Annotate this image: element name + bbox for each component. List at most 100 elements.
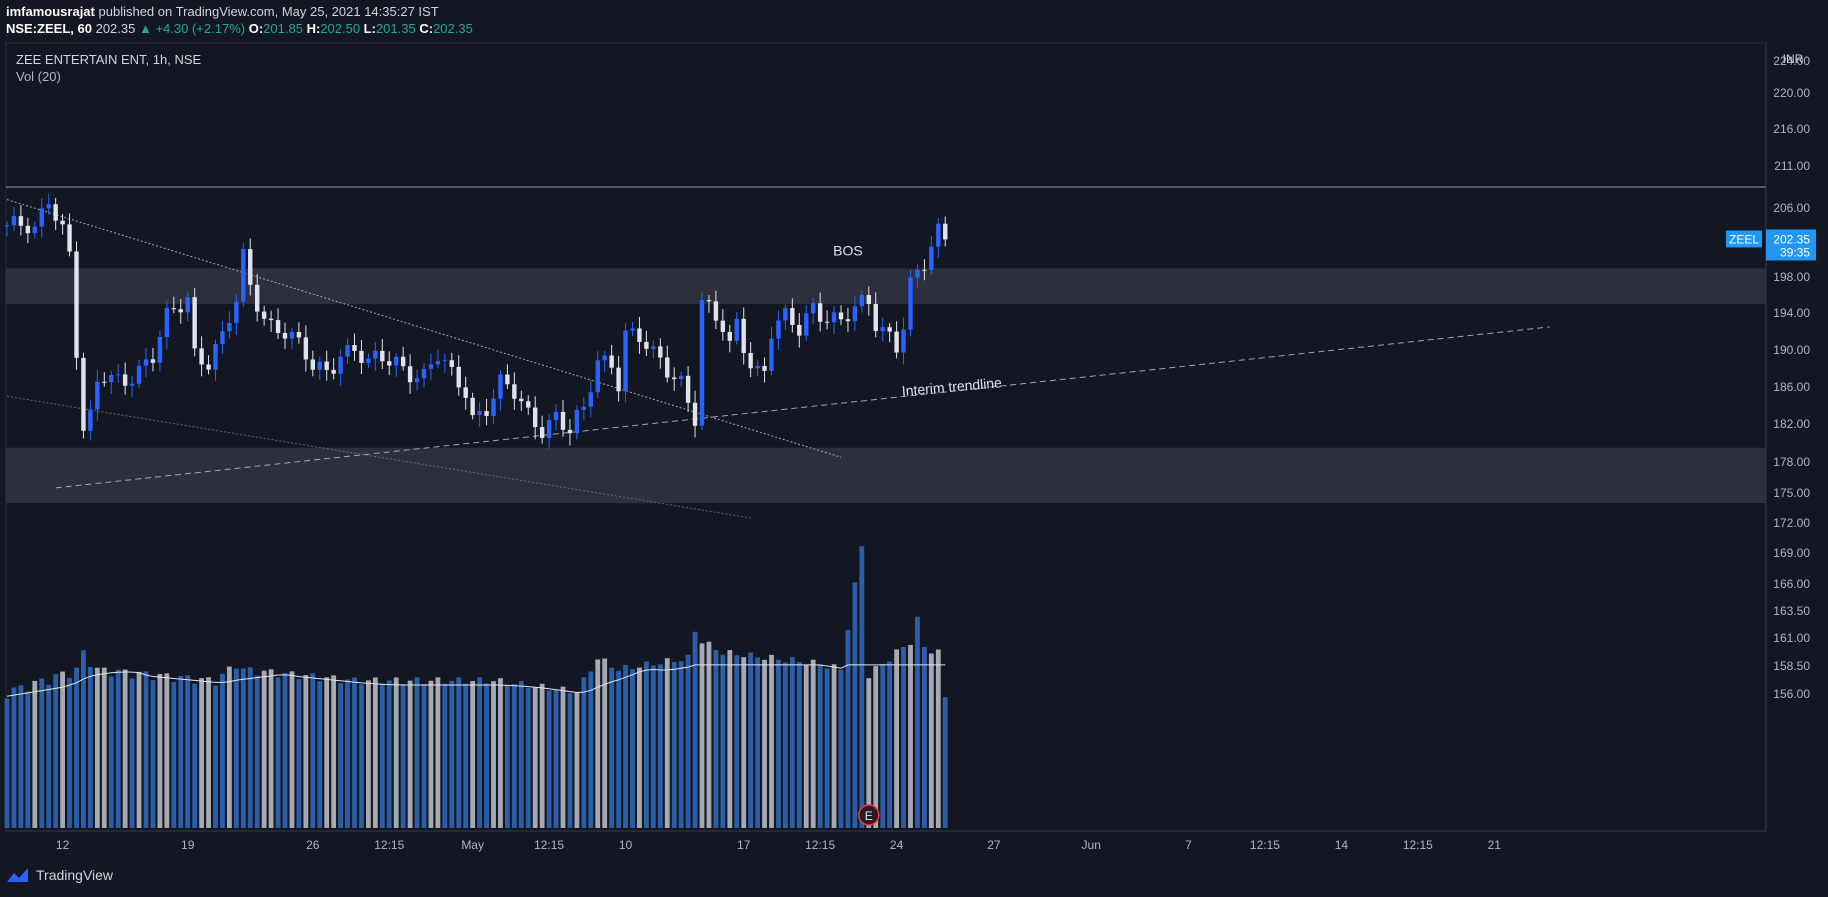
candle — [470, 392, 475, 420]
candle-body — [387, 361, 392, 366]
candle — [414, 369, 420, 391]
volume-bar — [713, 650, 719, 828]
legend-title[interactable]: ZEE ENTERTAIN ENT, 1h, NSE — [16, 52, 202, 67]
candle — [581, 397, 587, 421]
volume-bar — [866, 678, 872, 828]
volume-bar — [685, 654, 691, 828]
candle-body — [929, 246, 934, 270]
candle-body — [248, 249, 253, 285]
volume-bar — [108, 676, 114, 828]
volume-bar — [220, 673, 225, 828]
candle-body — [498, 374, 503, 399]
time-tick-label: 27 — [987, 838, 1001, 852]
footer: TradingView — [6, 866, 113, 884]
candle-body — [185, 297, 190, 313]
candle — [32, 221, 37, 239]
candle — [261, 305, 267, 326]
candle — [915, 264, 920, 288]
candle-body — [824, 321, 830, 323]
volume-bar — [393, 677, 399, 828]
high-value: 202.50 — [320, 21, 361, 36]
price-tick-label: 178.00 — [1773, 455, 1810, 469]
candle-body — [241, 249, 246, 302]
author-name[interactable]: imfamousrajat — [6, 4, 95, 19]
candles-layer — [4, 193, 948, 450]
volume-bar — [18, 685, 24, 828]
legend-volume[interactable]: Vol (20) — [16, 69, 61, 84]
footer-brand[interactable]: TradingView — [36, 867, 114, 883]
candle — [804, 305, 809, 341]
volume-bar — [359, 684, 364, 828]
candle — [595, 351, 600, 399]
volume-bar — [824, 668, 830, 828]
volume-bar — [25, 691, 31, 828]
candle-body — [560, 411, 566, 430]
symbol-label: NSE:ZEEL, 60 — [6, 21, 92, 36]
candle — [373, 342, 378, 371]
candle-body — [227, 322, 232, 332]
price-axis[interactable]: 224.00 220.00 216.00 211.00 206.00 198.00 194.… — [1726, 54, 1816, 701]
candle — [136, 359, 142, 388]
candle — [602, 350, 607, 373]
volume-bar — [942, 697, 948, 828]
time-tick-label: 14 — [1335, 838, 1349, 852]
volume-bar — [616, 670, 621, 828]
candle-body — [157, 336, 163, 363]
volume-bar — [213, 685, 218, 828]
price-chart[interactable]: BOS Interim trendline E 224.00 220.00 216.00… — [0, 0, 1828, 866]
candle — [164, 300, 170, 349]
candle-body — [400, 356, 406, 367]
candle — [129, 375, 135, 398]
volume-bar — [838, 669, 844, 828]
candle — [185, 292, 190, 322]
candle — [206, 355, 211, 375]
candle-body — [748, 352, 753, 369]
candle — [887, 322, 892, 343]
candle — [352, 333, 357, 361]
candle-body — [922, 269, 927, 271]
candle-body — [804, 313, 809, 336]
candle-body — [199, 348, 204, 365]
price-tick-label: 224.00 — [1773, 54, 1810, 68]
candle — [331, 358, 336, 380]
candle — [811, 297, 816, 325]
candle-body — [18, 216, 24, 226]
candle-body — [519, 398, 524, 402]
volume-bar — [928, 653, 934, 828]
candle — [769, 326, 774, 376]
candle — [463, 376, 468, 410]
time-axis[interactable]: 12 19 26 12:15 May 12:15 10 17 12:15 24 27 Jun 7 12:1… — [56, 838, 1501, 852]
bos-label: BOS — [833, 242, 863, 258]
currency-label[interactable]: INR — [1783, 52, 1804, 66]
candle — [81, 352, 86, 439]
candle — [109, 370, 114, 394]
volume-bar — [935, 649, 941, 828]
volume-bar — [338, 683, 343, 828]
volume-bar — [664, 658, 670, 828]
volume-bar — [678, 661, 684, 828]
volume-bar — [129, 678, 135, 828]
volume-bar — [831, 664, 837, 828]
candle-body — [546, 420, 552, 438]
candle — [630, 321, 635, 336]
open-label: O: — [248, 21, 264, 36]
candle-body — [539, 427, 545, 438]
symbol-tag: ZEEL — [1726, 230, 1762, 248]
trendline-1 — [6, 199, 842, 458]
volume-bar — [511, 684, 517, 828]
candle-body — [81, 357, 86, 431]
time-tick-label: 21 — [1488, 838, 1502, 852]
tradingview-logo-icon[interactable] — [6, 866, 30, 884]
candle — [776, 310, 781, 350]
candle-body — [581, 406, 587, 410]
trendlines-layer[interactable] — [6, 199, 1550, 519]
candle-body — [776, 320, 781, 339]
volume-bar — [310, 673, 316, 828]
candle-body — [720, 320, 726, 332]
volume-bar — [74, 667, 79, 828]
candle-body — [734, 318, 739, 341]
candle — [817, 292, 823, 332]
candle-body — [505, 374, 510, 385]
candle-body — [171, 308, 176, 310]
low-label: L: — [363, 21, 376, 36]
